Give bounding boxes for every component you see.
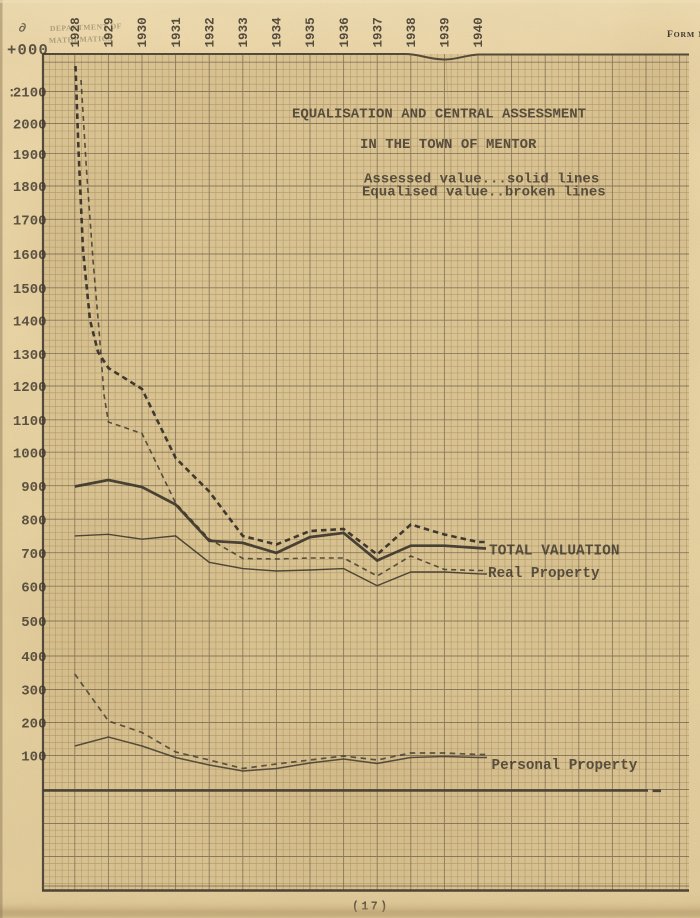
svg-text:Personal Property: Personal Property (492, 758, 638, 774)
svg-text:IN THE TOWN OF MENTOR: IN THE TOWN OF MENTOR (360, 137, 537, 153)
svg-text:200: 200 (21, 717, 46, 733)
svg-text:1939: 1939 (439, 17, 453, 47)
svg-text:1928: 1928 (69, 17, 83, 47)
svg-text:FORM N: FORM N (667, 29, 700, 40)
svg-text:500: 500 (21, 615, 46, 631)
svg-text:EQUALISATION AND CENTRAL ASSES: EQUALISATION AND CENTRAL ASSESSMENT (292, 107, 586, 123)
svg-text:1937: 1937 (371, 17, 385, 47)
svg-text:1931: 1931 (170, 17, 184, 48)
svg-text:2000: 2000 (13, 118, 47, 134)
svg-text:+000: +000 (7, 42, 49, 60)
svg-text:1929: 1929 (103, 17, 117, 47)
svg-text:1400: 1400 (13, 314, 47, 330)
svg-text:1200: 1200 (13, 380, 47, 396)
svg-text::: : (8, 86, 16, 102)
svg-text:Assessed value...solid lines: Assessed value...solid lines (364, 172, 599, 188)
svg-text:700: 700 (21, 547, 46, 563)
svg-text:400: 400 (21, 650, 46, 666)
svg-text:900: 900 (21, 480, 46, 496)
svg-text:1936: 1936 (338, 17, 352, 47)
svg-text:1500: 1500 (13, 282, 47, 298)
svg-text:2100: 2100 (13, 86, 47, 102)
svg-text:1934: 1934 (271, 17, 285, 48)
svg-text:1932: 1932 (203, 17, 217, 47)
svg-text:1940: 1940 (472, 17, 486, 47)
svg-text:100: 100 (21, 750, 46, 766)
svg-text:Real Property: Real Property (488, 566, 600, 582)
svg-text:MATHEMATICS: MATHEMATICS (49, 34, 113, 45)
svg-text:1700: 1700 (13, 214, 47, 230)
svg-text:800: 800 (21, 513, 46, 529)
svg-text:1100: 1100 (13, 414, 47, 430)
svg-text:TOTAL VALUATION: TOTAL VALUATION (489, 544, 620, 560)
svg-text:DEPARTMENT OF: DEPARTMENT OF (50, 21, 122, 33)
svg-text:1900: 1900 (13, 148, 47, 164)
svg-text:1300: 1300 (13, 348, 47, 364)
svg-text:600: 600 (21, 580, 46, 596)
svg-text:∂: ∂ (18, 21, 28, 36)
svg-text:Equalised value..broken lines: Equalised value..broken lines (362, 185, 606, 201)
svg-text:1800: 1800 (13, 180, 47, 196)
svg-text:1935: 1935 (304, 17, 318, 47)
svg-text:300: 300 (21, 684, 46, 700)
svg-text:1930: 1930 (136, 17, 150, 47)
svg-text:1000: 1000 (13, 446, 47, 462)
svg-text:1600: 1600 (13, 248, 47, 264)
svg-text:1938: 1938 (405, 17, 419, 47)
svg-text:1933: 1933 (237, 17, 251, 47)
